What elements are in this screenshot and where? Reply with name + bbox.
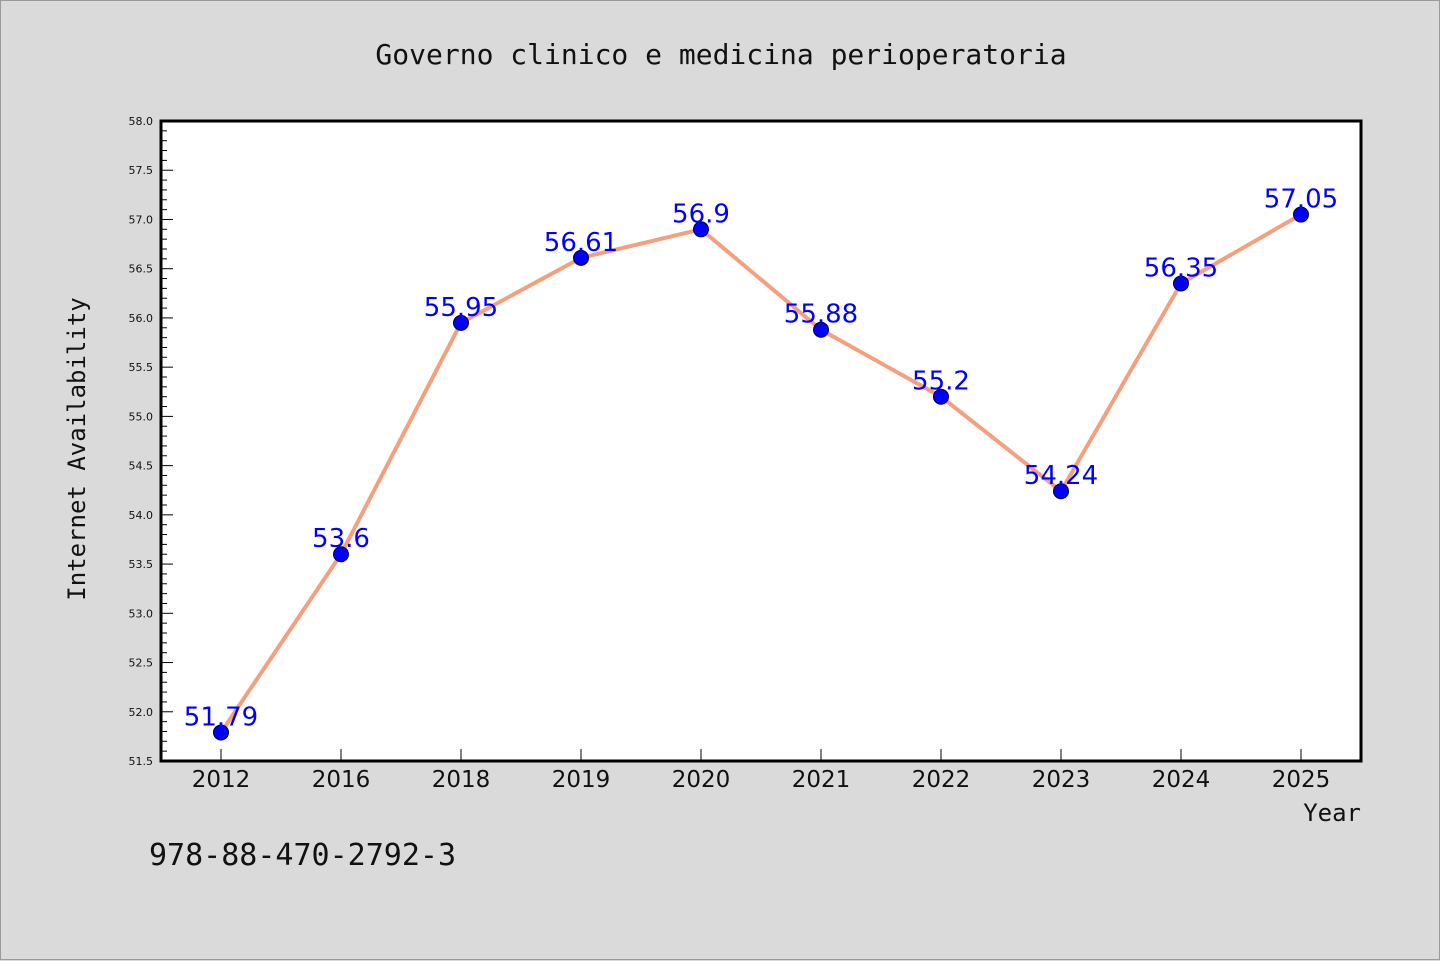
data-point [1293, 206, 1309, 223]
y-tick-label: 55.5 [129, 361, 154, 374]
data-label: 56.9 [672, 199, 730, 229]
y-axis: 51.5 52.0 52.5 53.0 53.5 54.0 54.5 55.0 55.5 56.0… [129, 115, 173, 768]
x-tick-label: 2012 [192, 767, 251, 793]
data-label: 53.6 [312, 524, 370, 554]
x-tick-label: 2024 [1152, 767, 1211, 793]
data-label: 55.2 [912, 367, 970, 397]
data-point [453, 314, 469, 331]
y-axis-label: Internet Availability [63, 297, 91, 600]
data-point [933, 388, 949, 405]
x-tick-label: 2023 [1032, 767, 1091, 793]
data-label: 56.35 [1144, 253, 1218, 283]
data-point [1053, 483, 1069, 500]
isbn-footer: 978-88-470-2792-3 [149, 838, 456, 873]
y-tick-label: 55.0 [129, 410, 154, 423]
y-tick-label: 58.0 [129, 115, 154, 128]
plot-area [159, 119, 1363, 763]
x-axis: 2012 2016 2018 2019 2020 2021 2022 2023 2024 2025 [192, 749, 1331, 793]
series-layer: 51.79 53.6 55.95 56.61 56.9 55.88 55.2 54.24 56.… [184, 185, 1338, 741]
data-point [813, 321, 829, 338]
y-tick-label: 54.5 [129, 460, 154, 473]
y-tick-label: 57.5 [129, 164, 154, 177]
x-tick-label: 2020 [672, 767, 731, 793]
data-label: 56.61 [544, 228, 618, 258]
y-tick-label: 57.0 [129, 213, 154, 226]
y-tick-label: 53.0 [129, 607, 154, 620]
data-point [573, 249, 589, 266]
y-tick-label: 56.5 [129, 263, 154, 276]
x-tick-label: 2025 [1272, 767, 1331, 793]
x-axis-label: Year [1303, 799, 1361, 827]
y-tick-label: 51.5 [129, 755, 154, 768]
chart-title: Governo clinico e medicina perioperatori… [375, 38, 1066, 71]
data-label: 54.24 [1024, 461, 1098, 491]
x-tick-label: 2022 [912, 767, 971, 793]
x-tick-label: 2016 [312, 767, 371, 793]
data-point [213, 724, 229, 741]
data-point [693, 221, 709, 238]
y-tick-label: 52.0 [129, 706, 154, 719]
data-label: 57.05 [1264, 185, 1338, 215]
y-tick-label: 53.5 [129, 558, 154, 571]
y-tick-label: 56.0 [129, 312, 154, 325]
y-tick-label: 52.5 [129, 657, 154, 670]
x-tick-label: 2018 [432, 767, 491, 793]
data-point [333, 546, 349, 563]
x-tick-label: 2019 [552, 767, 611, 793]
data-label: 55.95 [424, 293, 498, 323]
series-line [219, 212, 1302, 734]
data-label: 51.79 [184, 702, 258, 732]
data-label: 55.88 [784, 300, 858, 330]
data-point [1173, 275, 1189, 292]
y-tick-label: 54.0 [129, 509, 154, 522]
x-tick-label: 2021 [792, 767, 851, 793]
